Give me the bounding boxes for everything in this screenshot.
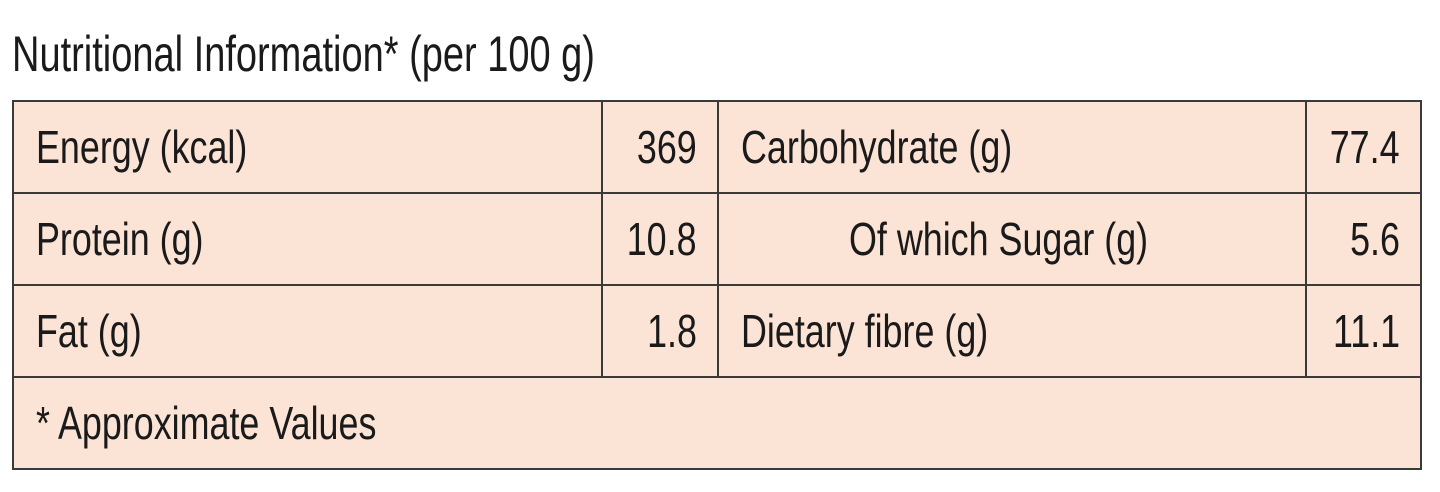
label: Energy (kcal) [36, 121, 248, 173]
label-cell: Carbohydrate (g) [717, 100, 1307, 194]
label-cell: Fat (g) [12, 284, 603, 378]
value-cell: 11.1 [1305, 284, 1422, 378]
label-cell: Dietary fibre (g) [717, 284, 1307, 378]
value-cell: 10.8 [601, 192, 719, 286]
label: Protein (g) [36, 213, 204, 265]
title: Nutritional Information* (per 100 g) [12, 26, 595, 82]
table-row: Protein (g) 10.8 Of which Sugar (g) 5.6 [12, 192, 1422, 286]
footnote-row: * Approximate Values [12, 376, 1422, 470]
value-cell: 5.6 [1305, 192, 1422, 286]
table-row: Fat (g) 1.8 Dietary fibre (g) 11.1 [12, 284, 1422, 378]
footnote: * Approximate Values [36, 397, 377, 449]
label: Dietary fibre (g) [741, 305, 989, 357]
value: 11.1 [1332, 305, 1400, 357]
nutrition-table: Energy (kcal) 369 Carbohydrate (g) 77.4 Prot… [12, 100, 1422, 470]
value: 5.6 [1350, 213, 1400, 265]
label: Of which Sugar (g) [849, 213, 1149, 265]
value: 77.4 [1330, 121, 1400, 173]
value-cell: 1.8 [601, 284, 719, 378]
value: 369 [637, 121, 697, 173]
value: 10.8 [627, 213, 697, 265]
label: Carbohydrate (g) [741, 121, 1013, 173]
table-row: Energy (kcal) 369 Carbohydrate (g) 77.4 [12, 100, 1422, 194]
label: Fat (g) [36, 305, 142, 357]
value: 1.8 [647, 305, 697, 357]
value-cell: 77.4 [1305, 100, 1422, 194]
value-cell: 369 [601, 100, 719, 194]
label-cell: Of which Sugar (g) [717, 192, 1307, 286]
table-body: Energy (kcal) 369 Carbohydrate (g) 77.4 Prot… [12, 100, 1422, 470]
label-cell: Protein (g) [12, 192, 603, 286]
footnote-cell: * Approximate Values [12, 376, 1422, 470]
label-cell: Energy (kcal) [12, 100, 603, 194]
